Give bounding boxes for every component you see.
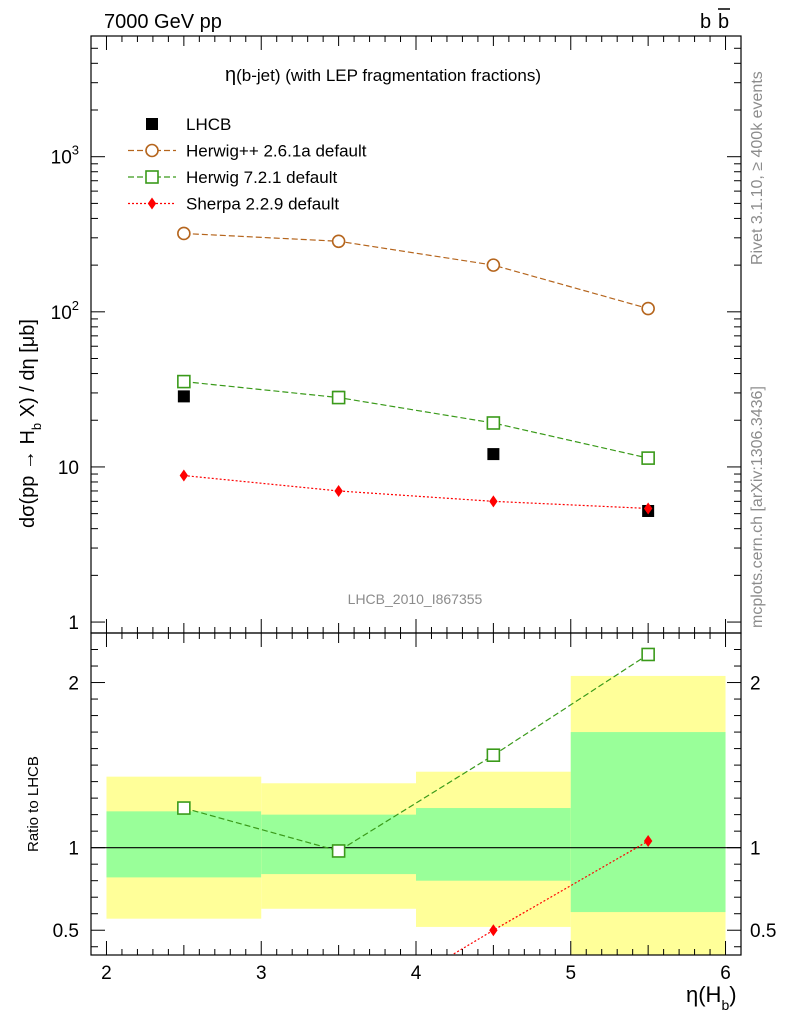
ratio-point-sherpa-2-2-9-default — [643, 835, 653, 848]
ratio-y-axis-label: Ratio to LHCB — [25, 756, 42, 852]
ratio-y-tick-label-left: 0.5 — [53, 921, 79, 942]
point-herwig-7-2-1-default — [177, 374, 191, 389]
point-herwig-2-6-1a-default — [641, 301, 655, 316]
watermark: LHCB_2010_I867355 — [348, 591, 483, 607]
ratio-point-herwig-7-2-1-default — [177, 801, 191, 815]
band-inner — [416, 808, 571, 881]
ratio-line-herwig-7-2-1-default — [183, 653, 649, 852]
ratio-point-herwig-7-2-1-default — [331, 844, 346, 858]
legend-label-herwig-2-6-1a-default: Herwig++ 2.6.1a default — [186, 142, 367, 161]
band-inner — [106, 811, 262, 878]
header-right-bar: b — [718, 11, 729, 33]
main-y-label-tail: X) / dη [μb] — [17, 319, 39, 423]
point-herwig-7-2-1-default — [331, 390, 346, 405]
main-series-lines — [183, 232, 649, 510]
point-lhcb — [487, 448, 500, 461]
ratio-y-tick-label-right: 1 — [750, 839, 761, 860]
ratio-x-tick-label: 3 — [256, 963, 267, 984]
header-right: b b — [700, 8, 730, 33]
series-line-herwig-7-2-1-default — [183, 380, 649, 459]
legend: LHCB Herwig++ 2.6.1a default Herwig 7.2.1 … — [128, 115, 367, 214]
ratio-x-tick-label: 5 — [565, 963, 576, 984]
legend-marker-lhcb — [146, 118, 158, 130]
main-y-tick-label: 1 — [68, 613, 79, 634]
main-title: η(b-jet) (with LEP fragmentation fractio… — [225, 64, 541, 86]
tick-label-exponent: 2 — [72, 298, 79, 313]
legend-marker-sherpa-2-2-9-default — [147, 197, 157, 210]
ratio-x-tick-label: 2 — [101, 963, 112, 984]
band-inner — [570, 732, 726, 913]
legend-label-sherpa-2-2-9-default: Sherpa 2.2.9 default — [186, 195, 339, 214]
ratio-y-tick-label-right: 2 — [750, 674, 761, 695]
main-y-tick-label: 102 — [51, 298, 79, 324]
ratio-point-herwig-7-2-1-default — [641, 647, 655, 662]
series-line-herwig-2-6-1a-default — [183, 232, 649, 310]
point-sherpa-2-2-9-default — [489, 495, 498, 508]
point-herwig-2-6-1a-default — [331, 234, 346, 249]
ratio-x-axis-label: η(Hb) — [686, 982, 737, 1013]
legend-label-lhcb: LHCB — [186, 115, 231, 134]
ratio-y-tick-label-left: 2 — [68, 674, 79, 695]
ratio-axis-ticks — [91, 633, 741, 955]
point-lhcb — [177, 390, 190, 403]
main-y-label-sub: b — [29, 423, 44, 430]
tick-label-base: 1 — [68, 613, 79, 634]
legend-marker-herwig-7-2-1-default — [145, 170, 159, 184]
ratio-series-markers — [177, 647, 655, 937]
ratio-y-tick-label-right: 0.5 — [750, 921, 776, 942]
ratio-uncertainty-bands — [106, 675, 726, 955]
ratio-x-label-main: η(H — [686, 982, 721, 1007]
point-herwig-7-2-1-default — [641, 451, 655, 465]
header-right-base: b — [700, 11, 711, 33]
rivet-label: Rivet 3.1.10, ≥ 400k events — [749, 71, 766, 265]
ratio-point-herwig-7-2-1-default — [486, 748, 501, 762]
legend-label-herwig-7-2-1-default: Herwig 7.2.1 default — [186, 168, 337, 187]
main-axis-ticks — [91, 35, 741, 633]
main-y-axis-label: dσ(pp → Hb X) / dη [μb] — [17, 319, 44, 528]
main-y-label-main: dσ(pp → H — [17, 430, 39, 528]
ratio-line-sherpa-2-2-9-default — [450, 840, 649, 955]
tick-label-base: 10 — [51, 148, 72, 169]
main-y-tick-label: 10 — [58, 458, 79, 479]
ratio-plot-panel: 0.5 0.5 1 1 2 2 2 3 4 5 6 Ratio to LHCB η(Hb) — [25, 632, 777, 1013]
tick-label-base: 10 — [58, 458, 79, 479]
ratio-series-lines — [183, 653, 649, 955]
point-herwig-7-2-1-default — [486, 416, 501, 430]
point-sherpa-2-2-9-default — [334, 484, 343, 497]
tick-label-base: 10 — [51, 303, 72, 324]
ratio-x-tick-labels: 2 3 4 5 6 — [101, 963, 731, 984]
point-sherpa-2-2-9-default — [179, 469, 189, 482]
ratio-y-tick-labels: 0.5 0.5 1 1 2 2 — [53, 674, 777, 943]
tick-label-exponent: 3 — [72, 143, 79, 158]
point-herwig-2-6-1a-default — [486, 258, 501, 272]
main-series-markers — [177, 226, 655, 517]
ratio-x-tick-label: 4 — [411, 963, 422, 984]
legend-marker-herwig-2-6-1a-default — [145, 143, 159, 158]
ratio-y-tick-label-left: 1 — [68, 839, 79, 860]
mcplots-label: mcplots.cern.ch [arXiv:1306.3436] — [749, 386, 766, 628]
main-y-tick-label: 103 — [51, 143, 79, 169]
ratio-x-label-tail: ) — [729, 982, 736, 1007]
series-line-sherpa-2-2-9-default — [183, 474, 649, 510]
main-title-rest: (b-jet) (with LEP fragmentation fraction… — [236, 66, 541, 85]
main-title-prefix: η — [225, 64, 236, 86]
point-herwig-2-6-1a-default — [177, 226, 191, 241]
ratio-x-label-sub: b — [721, 997, 729, 1013]
ratio-point-sherpa-2-2-9-default — [489, 924, 498, 937]
ratio-x-tick-label: 6 — [720, 963, 731, 984]
point-sherpa-2-2-9-default — [643, 502, 653, 515]
header-left: 7000 GeV pp — [104, 11, 222, 33]
